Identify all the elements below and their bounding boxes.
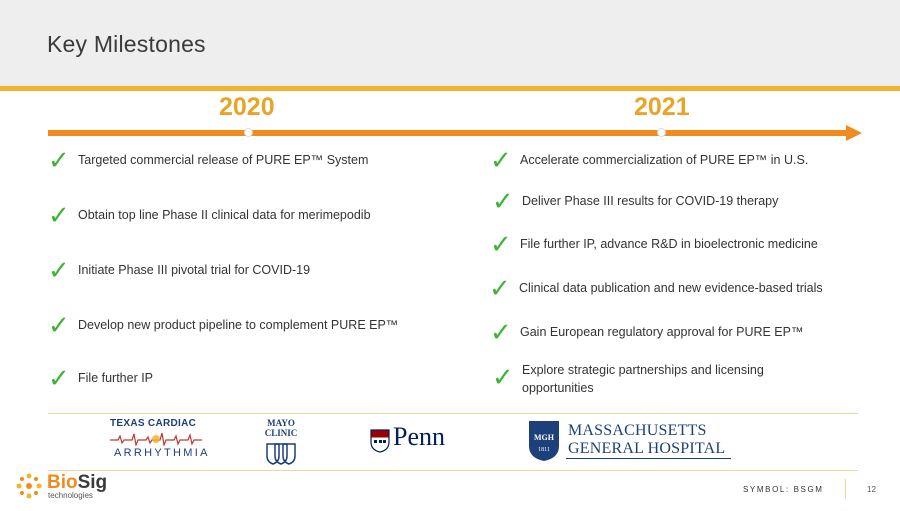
- milestone-label: Develop new product pipeline to compleme…: [78, 318, 399, 332]
- penn-logo-text: Penn: [393, 422, 445, 451]
- milestone-2021-item: ✓ Explore strategic partnerships and lic…: [492, 361, 812, 397]
- milestone-label: Deliver Phase III results for COVID-19 t…: [522, 194, 779, 208]
- milestone-label: File further IP, advance R&D in bioelect…: [520, 237, 818, 251]
- biosig-logo-icon: [16, 473, 42, 499]
- milestone-label: Initiate Phase III pivotal trial for COV…: [78, 263, 311, 277]
- milestone-label: Gain European regulatory approval for PU…: [520, 325, 804, 339]
- page-title: Key Milestones: [47, 31, 206, 57]
- check-icon: ✓: [48, 311, 70, 341]
- mayo-clinic-logo-text: MAYO CLINIC: [264, 418, 298, 438]
- page-number: 12: [867, 485, 876, 494]
- footer-divider: [845, 479, 846, 499]
- mgh-logo-text: MASSACHUSETTS GENERAL HOSPITAL: [568, 422, 738, 458]
- check-icon: ✓: [492, 187, 514, 217]
- header-band: [0, 0, 900, 86]
- timeline-marker-2021: [657, 128, 666, 137]
- ticker-symbol: SYMBOL: BSGM: [743, 485, 824, 494]
- milestone-2021-item: ✓ Clinical data publication and new evid…: [489, 276, 889, 302]
- milestone-2020-item: ✓ File further IP: [48, 366, 438, 392]
- mgh-logo-underline: [566, 458, 731, 459]
- svg-text:1811: 1811: [538, 447, 550, 453]
- milestone-label: Obtain top line Phase II clinical data f…: [78, 208, 371, 222]
- mgh-logo-line1: MASSACHUSETTS: [568, 422, 707, 439]
- mgh-logo-line2: GENERAL HOSPITAL: [568, 440, 726, 457]
- texas-cardiac-logo-top: TEXAS CARDIAC: [110, 418, 197, 429]
- check-icon: ✓: [492, 363, 514, 393]
- biosig-brand-sig: Sig: [77, 472, 108, 493]
- check-icon: ✓: [48, 364, 70, 394]
- check-icon: ✓: [490, 230, 512, 260]
- check-icon: ✓: [48, 256, 70, 286]
- biosig-brand-bio: Bio: [47, 472, 78, 493]
- milestone-2020-item: ✓ Targeted commercial release of PURE EP…: [48, 148, 438, 174]
- biosig-brand-subtitle: technologies: [48, 491, 93, 500]
- penn-shield-icon: [370, 429, 390, 453]
- footer-top-rule: [48, 470, 858, 471]
- milestone-2021-item: ✓ File further IP, advance R&D in bioele…: [490, 232, 890, 258]
- milestone-2021-item: ✓ Deliver Phase III results for COVID-19…: [492, 189, 892, 215]
- timeline-bar: [48, 130, 848, 136]
- ecg-wave-icon: [110, 432, 202, 446]
- year-2021-label: 2021: [634, 93, 690, 121]
- check-icon: ✓: [490, 318, 512, 348]
- year-2020-label: 2020: [219, 93, 275, 121]
- milestone-2021-item: ✓ Accelerate commercialization of PURE E…: [490, 148, 890, 174]
- milestone-2020-item: ✓ Initiate Phase III pivotal trial for C…: [48, 258, 438, 284]
- milestone-label: Clinical data publication and new eviden…: [519, 281, 823, 295]
- milestone-2020-item: ✓ Develop new product pipeline to comple…: [48, 313, 438, 339]
- milestone-label: Accelerate commercialization of PURE EP™…: [520, 153, 809, 167]
- check-icon: ✓: [48, 146, 70, 176]
- mgh-shield-icon: MGH 1811: [529, 421, 559, 461]
- milestone-label: Targeted commercial release of PURE EP™ …: [78, 153, 369, 167]
- milestone-2020-item: ✓ Obtain top line Phase II clinical data…: [48, 203, 438, 229]
- svg-text:MGH: MGH: [534, 433, 555, 442]
- texas-cardiac-logo-bottom: ARRHYTHMIA: [114, 447, 210, 459]
- partners-top-rule: [48, 413, 858, 414]
- mayo-shield-icon: [266, 443, 296, 465]
- header-rule: [0, 86, 900, 91]
- milestone-label: Explore strategic partnerships and licen…: [522, 363, 764, 395]
- check-icon: ✓: [490, 146, 512, 176]
- timeline-marker-2020: [244, 128, 253, 137]
- check-icon: ✓: [48, 201, 70, 231]
- check-icon: ✓: [489, 274, 511, 304]
- milestone-2021-item: ✓ Gain European regulatory approval for …: [490, 320, 890, 346]
- timeline-arrow-icon: [846, 125, 862, 141]
- biosig-brand-name: BioSig: [47, 472, 107, 494]
- milestone-label: File further IP: [78, 371, 154, 385]
